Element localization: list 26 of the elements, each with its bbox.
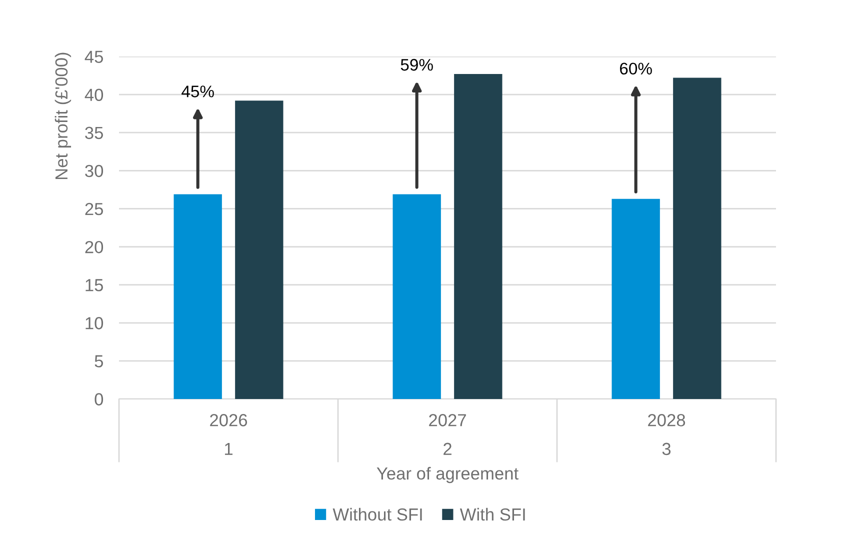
y-tick-label: 5	[94, 355, 103, 368]
y-tick-label: 15	[86, 279, 103, 292]
x-tick-label: 2026 1	[210, 414, 248, 455]
y-tick-label: 45	[84, 50, 103, 63]
bar	[174, 194, 222, 399]
x-axis-title: Year of agreement	[376, 466, 518, 484]
bar	[612, 198, 660, 399]
x-tick-label: 2027 2	[429, 414, 466, 455]
y-tick-label: 0	[94, 393, 104, 406]
y-tick-label: 25	[85, 202, 103, 216]
y-tick-label: 20	[85, 240, 104, 254]
x-tick-label: 2028 3	[648, 414, 686, 456]
bar	[673, 78, 722, 399]
legend-label: With SFI	[460, 508, 525, 521]
y-tick-label: 35	[85, 126, 103, 140]
annotation: 59%	[400, 58, 433, 71]
bar	[392, 194, 441, 399]
y-tick-label: 30	[85, 164, 104, 178]
y-tick-label: 10	[86, 317, 104, 330]
annotation: 60%	[620, 62, 652, 75]
y-tick-label: 40	[84, 88, 104, 102]
legend-label: Without SFI	[332, 508, 422, 521]
bar	[454, 74, 502, 399]
annotation: 45%	[182, 86, 214, 98]
bar	[235, 100, 284, 399]
y-axis-title: Net profit (£'000)	[54, 52, 72, 180]
